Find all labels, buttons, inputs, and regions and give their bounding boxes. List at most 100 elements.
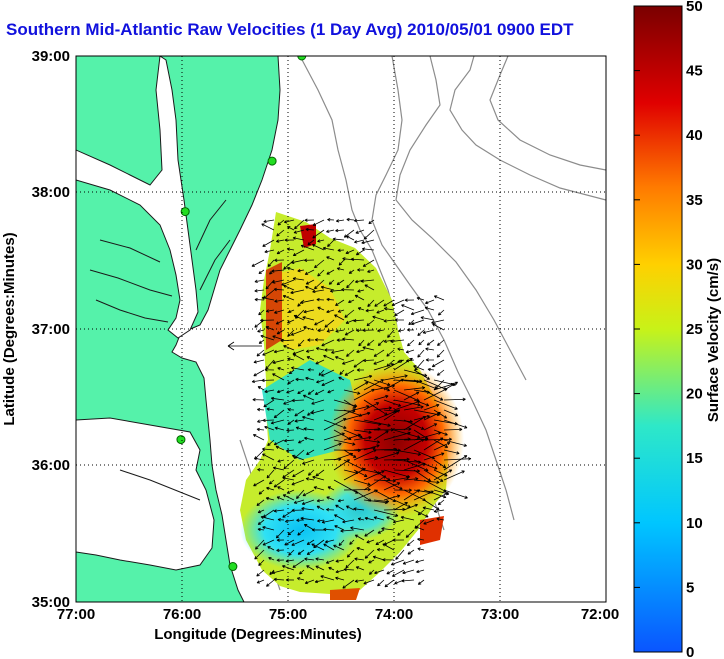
- velocity-vector: [443, 427, 463, 432]
- velocity-vector: [287, 357, 295, 361]
- y-tick-label: 38:00: [32, 184, 70, 201]
- velocity-vector: [354, 239, 365, 244]
- velocity-vector: [335, 299, 345, 306]
- velocity-vector: [296, 489, 305, 499]
- velocity-vector: [364, 529, 375, 537]
- velocity-vector: [423, 437, 452, 442]
- velocity-vector: [383, 427, 412, 431]
- radar-station-marker: [267, 156, 277, 166]
- velocity-vector: [390, 339, 405, 344]
- velocity-vector: [277, 367, 285, 371]
- velocity-vector: [337, 248, 345, 253]
- colorbar-tick-label: 10: [686, 515, 703, 532]
- velocity-vector: [321, 339, 335, 347]
- velocity-vector: [341, 287, 355, 292]
- velocity-vector: [413, 459, 438, 470]
- y-tick-label: 39:00: [32, 48, 70, 65]
- velocity-vector: [425, 299, 435, 305]
- velocity-vector: [397, 347, 405, 351]
- velocity-vector: [345, 249, 355, 255]
- velocity-vector: [276, 329, 285, 335]
- velocity-vector: [390, 559, 405, 566]
- velocity-vector: [266, 579, 275, 587]
- velocity-vector: [261, 296, 275, 301]
- velocity-vector: [413, 509, 429, 518]
- velocity-vector: [326, 508, 335, 512]
- velocity-vector: [269, 269, 275, 275]
- velocity-vector: [265, 309, 275, 313]
- velocity-vector: [382, 543, 395, 551]
- velocity-vector: [272, 279, 285, 284]
- velocity-vector: [357, 517, 365, 521]
- velocity-vector: [342, 579, 355, 589]
- velocity-vector: [417, 509, 425, 516]
- velocity-vector: [423, 499, 440, 511]
- velocity-vector: [353, 388, 375, 401]
- velocity-vector: [333, 459, 350, 471]
- velocity-vector: [417, 579, 425, 585]
- velocity-vector: [276, 548, 285, 553]
- velocity-vector: [262, 418, 275, 423]
- velocity-vector: [353, 507, 365, 511]
- velocity-vector: [321, 379, 335, 387]
- velocity-vector: [261, 223, 275, 231]
- velocity-vector: [305, 279, 315, 285]
- velocity-vector: [273, 409, 285, 419]
- x-tick-label: 76:00: [163, 606, 201, 623]
- velocity-vector: [413, 469, 431, 482]
- velocity-vector: [357, 307, 365, 311]
- velocity-vector: [392, 519, 405, 524]
- velocity-vector: [292, 277, 305, 281]
- velocity-vector: [413, 365, 425, 371]
- velocity-vector: [327, 389, 335, 394]
- x-axis-label: Longitude (Degrees:Minutes): [154, 626, 362, 643]
- velocity-vector: [383, 374, 408, 381]
- velocity-vector: [433, 509, 445, 513]
- velocity-vector: [297, 439, 305, 444]
- velocity-vector: [304, 579, 315, 585]
- velocity-vector: [373, 516, 385, 521]
- velocity-vector: [406, 539, 415, 547]
- velocity-vector: [393, 400, 421, 411]
- velocity-vector: [291, 454, 305, 461]
- velocity-vector: [281, 565, 295, 571]
- velocity-vector: [302, 316, 315, 321]
- velocity-vector: [403, 405, 424, 411]
- velocity-vector: [386, 569, 395, 575]
- velocity-vector: [333, 544, 345, 551]
- velocity-vector: [286, 448, 295, 453]
- velocity-vector: [315, 565, 325, 571]
- velocity-vector: [303, 524, 315, 531]
- velocity-vector: [268, 479, 275, 485]
- velocity-vector: [377, 579, 385, 587]
- velocity-vector: [364, 284, 375, 291]
- velocity-vector: [443, 457, 472, 461]
- velocity-vector: [433, 469, 453, 481]
- velocity-vector: [373, 499, 390, 504]
- velocity-vector: [288, 549, 295, 556]
- velocity-vector: [262, 349, 275, 356]
- velocity-vector: [377, 339, 385, 347]
- velocity-vector: [282, 494, 295, 501]
- velocity-vector: [284, 519, 295, 523]
- velocity-vector: [266, 469, 275, 479]
- velocity-vector: [423, 403, 440, 411]
- velocity-vector: [321, 519, 335, 524]
- velocity-vector: [393, 476, 410, 481]
- velocity-vector: [353, 359, 365, 368]
- velocity-vector: [275, 529, 285, 539]
- velocity-vector: [333, 429, 352, 440]
- velocity-vector: [346, 217, 355, 222]
- colorbar-tick-label: 30: [686, 256, 703, 273]
- velocity-vector: [268, 556, 275, 561]
- velocity-vector: [343, 449, 357, 458]
- velocity-vector: [300, 299, 315, 304]
- velocity-vector: [260, 334, 275, 341]
- velocity-vector: [277, 486, 285, 491]
- velocity-vector: [348, 299, 355, 304]
- velocity-vector: [344, 309, 355, 318]
- velocity-vector: [251, 259, 265, 267]
- velocity-vector: [287, 226, 295, 231]
- velocity-vector: [331, 349, 345, 354]
- velocity-vector: [291, 539, 305, 546]
